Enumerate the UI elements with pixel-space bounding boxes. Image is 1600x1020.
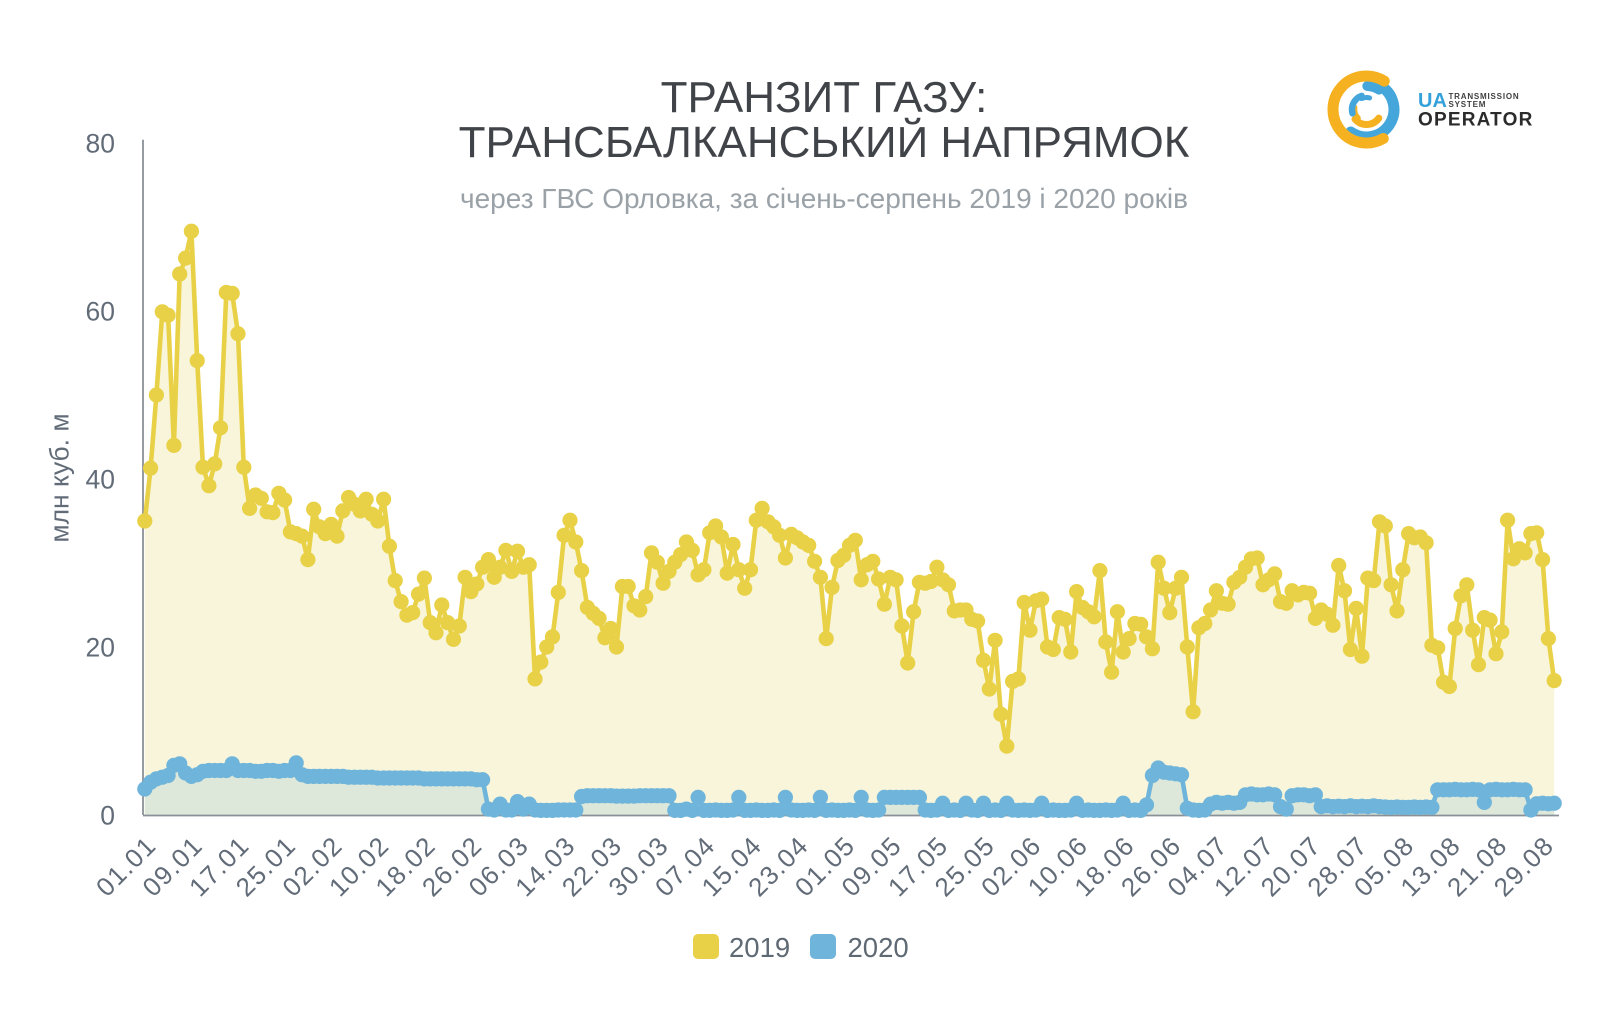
svg-text:OPERATOR: OPERATOR (1418, 110, 1534, 131)
svg-text:40: 40 (86, 465, 115, 495)
svg-text:TRANSMISSION: TRANSMISSION (1449, 92, 1520, 101)
svg-text:UA: UA (1418, 90, 1447, 112)
svg-text:80: 80 (86, 129, 115, 159)
svg-text:SYSTEM: SYSTEM (1449, 100, 1487, 109)
svg-text:20: 20 (86, 633, 115, 663)
svg-text:0: 0 (100, 801, 115, 831)
svg-text:млн куб. м: млн куб. м (45, 413, 75, 542)
svg-text:60: 60 (86, 297, 115, 327)
